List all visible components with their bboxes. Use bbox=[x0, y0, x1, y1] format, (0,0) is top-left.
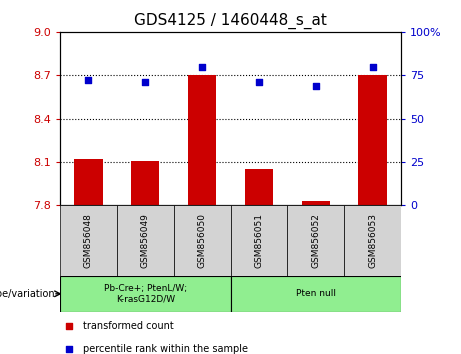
Point bbox=[142, 79, 149, 85]
Point bbox=[65, 346, 73, 352]
Text: Pb-Cre+; PtenL/W;
K-rasG12D/W: Pb-Cre+; PtenL/W; K-rasG12D/W bbox=[104, 284, 187, 303]
Point bbox=[65, 323, 73, 329]
Text: GSM856053: GSM856053 bbox=[368, 213, 377, 268]
Point bbox=[85, 78, 92, 83]
Text: GSM856049: GSM856049 bbox=[141, 213, 150, 268]
Title: GDS4125 / 1460448_s_at: GDS4125 / 1460448_s_at bbox=[134, 13, 327, 29]
Text: genotype/variation: genotype/variation bbox=[0, 289, 55, 299]
Bar bbox=[287, 205, 344, 276]
Point bbox=[198, 64, 206, 69]
Bar bbox=[174, 205, 230, 276]
Text: GSM856051: GSM856051 bbox=[254, 213, 263, 268]
Bar bbox=[60, 276, 230, 312]
Point bbox=[369, 64, 376, 69]
Text: Pten null: Pten null bbox=[296, 289, 336, 298]
Point bbox=[255, 79, 263, 85]
Point bbox=[312, 83, 319, 88]
Bar bbox=[117, 205, 174, 276]
Bar bbox=[74, 159, 102, 205]
Bar bbox=[358, 75, 387, 205]
Text: GSM856048: GSM856048 bbox=[84, 213, 93, 268]
Text: GSM856050: GSM856050 bbox=[198, 213, 207, 268]
Bar bbox=[230, 205, 287, 276]
Bar bbox=[188, 75, 216, 205]
Text: transformed count: transformed count bbox=[83, 321, 174, 331]
Text: percentile rank within the sample: percentile rank within the sample bbox=[83, 344, 248, 354]
Bar bbox=[245, 169, 273, 205]
Text: GSM856052: GSM856052 bbox=[311, 213, 320, 268]
Bar bbox=[344, 205, 401, 276]
Bar bbox=[230, 276, 401, 312]
Bar bbox=[60, 205, 117, 276]
Bar bbox=[131, 160, 160, 205]
Bar bbox=[301, 201, 330, 205]
